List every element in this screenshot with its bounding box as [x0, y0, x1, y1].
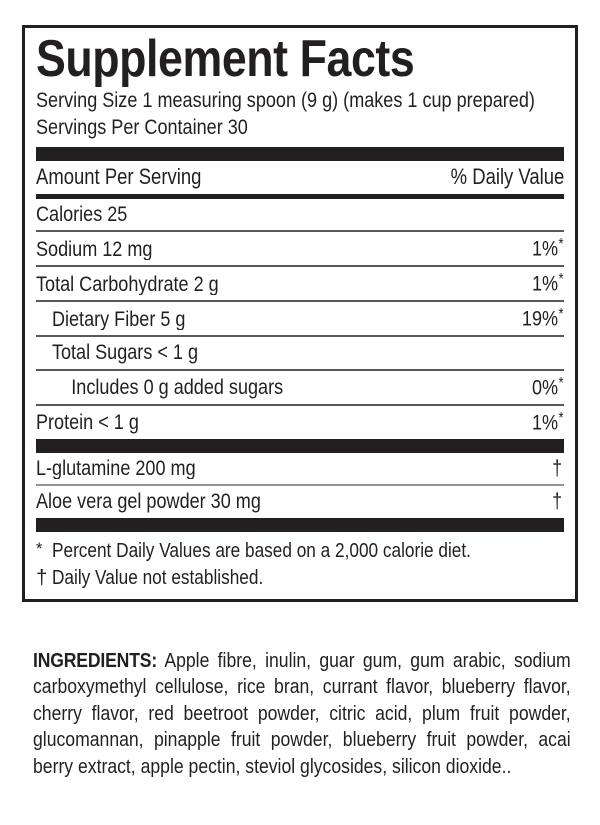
other-ingredients-table: L-glutamine 200 mg † Aloe vera gel powder …	[25, 453, 575, 518]
nutrient-label: Total Sugars < 1 g	[51, 342, 199, 364]
ingredients-text: Apple fibre, inulin, guar gum, gum arabi…	[33, 650, 571, 778]
panel-inner: Supplement Facts Serving Size 1 measurin…	[25, 30, 575, 142]
asterisk-marker: *	[558, 409, 564, 427]
footnote-marker: *	[36, 539, 43, 558]
nutrient-row: Total Carbohydrate 2 g 1%*	[36, 267, 564, 300]
serving-info: Serving Size 1 measuring spoon (9 g) (ma…	[36, 87, 564, 142]
other-ingredient-row: Aloe vera gel powder 30 mg †	[36, 486, 564, 518]
nutrient-row: Protein < 1 g 1%*	[36, 406, 564, 439]
nutrient-label: Protein < 1 g	[36, 412, 139, 434]
footnote-row: * Percent Daily Values are based on a 2,0…	[36, 538, 564, 565]
nutrient-label: Total Carbohydrate 2 g	[36, 273, 219, 296]
asterisk-marker: *	[558, 374, 564, 392]
nutrient-row: Dietary Fiber 5 g 19%*	[36, 302, 564, 335]
page-title: Supplement Facts	[36, 30, 415, 88]
row-divider	[36, 265, 564, 268]
panel-rule-wrap-3	[25, 438, 575, 453]
supplement-facts-panel: Supplement Facts Serving Size 1 measurin…	[22, 25, 578, 603]
ingredients-heading: INGREDIENTS:	[33, 650, 158, 672]
nutrient-label: Includes 0 g added sugars	[71, 377, 284, 399]
panel-rule-wrap-4	[25, 517, 575, 532]
divider-thick-middle	[36, 438, 564, 453]
footnote-marker: †	[36, 565, 48, 589]
dagger-marker: †	[552, 456, 563, 480]
footnote-text: Daily Value not established.	[52, 565, 264, 589]
footnote-text: Percent Daily Values are based on a 2,00…	[52, 538, 471, 562]
divider-thick-top	[36, 146, 564, 161]
nutrient-row: Calories 25	[36, 199, 564, 231]
divider-medium	[36, 193, 564, 199]
asterisk-marker: *	[558, 236, 564, 254]
nutrient-label: Dietary Fiber 5 g	[51, 308, 186, 331]
nutrient-daily-value: 1%*	[532, 409, 564, 435]
footnote-row: † Daily Value not established.	[36, 565, 564, 592]
panel-rule-wrap-1	[25, 146, 575, 161]
row-divider	[36, 230, 564, 233]
divider-thick-bottom	[36, 517, 564, 532]
footnotes-wrap: * Percent Daily Values are based on a 2,0…	[25, 532, 575, 599]
nutrient-daily-value: 0%*	[532, 374, 564, 400]
daily-value-header: % Daily Value	[450, 163, 564, 189]
header-row: Amount Per Serving % Daily Value	[36, 161, 564, 194]
serving-size-text: Serving Size 1 measuring spoon (9 g) (ma…	[36, 87, 535, 112]
other-ingredient-label: L-glutamine 200 mg	[36, 457, 196, 480]
row-divider	[36, 300, 564, 303]
nutrient-row: Includes 0 g added sugars 0%*	[36, 371, 564, 404]
asterisk-marker: *	[558, 271, 564, 289]
other-ingredient-row: L-glutamine 200 mg †	[36, 453, 564, 485]
nutrient-row: Sodium 12 mg 1%*	[36, 232, 564, 265]
other-ingredient-label: Aloe vera gel powder 30 mg	[36, 491, 261, 513]
nutrient-label: Sodium 12 mg	[36, 238, 153, 261]
row-divider	[36, 484, 564, 487]
row-divider	[36, 403, 564, 406]
nutrient-daily-value: 1%*	[532, 236, 564, 261]
panel-rule-wrap-2	[25, 193, 575, 199]
ingredients-block: INGREDIENTS: Apple fibre, inulin, guar g…	[33, 648, 571, 780]
nutrient-label: Calories 25	[36, 203, 128, 226]
dagger-marker: †	[552, 490, 563, 514]
nutrient-table: Calories 25 Sodium 12 mg 1%* Total Carbohyd…	[25, 199, 575, 439]
amount-per-serving-header: Amount Per Serving	[36, 163, 202, 189]
servings-per-container-text: Servings Per Container 30	[36, 115, 248, 140]
nutrient-daily-value: 1%*	[532, 271, 564, 296]
footnotes: * Percent Daily Values are based on a 2,0…	[36, 532, 564, 599]
nutrient-daily-value: 19%*	[522, 306, 564, 331]
row-divider	[36, 335, 564, 338]
nutrient-row: Total Sugars < 1 g	[36, 337, 564, 369]
row-divider	[36, 368, 564, 371]
column-headers: Amount Per Serving % Daily Value	[25, 161, 575, 194]
asterisk-marker: *	[558, 306, 564, 324]
